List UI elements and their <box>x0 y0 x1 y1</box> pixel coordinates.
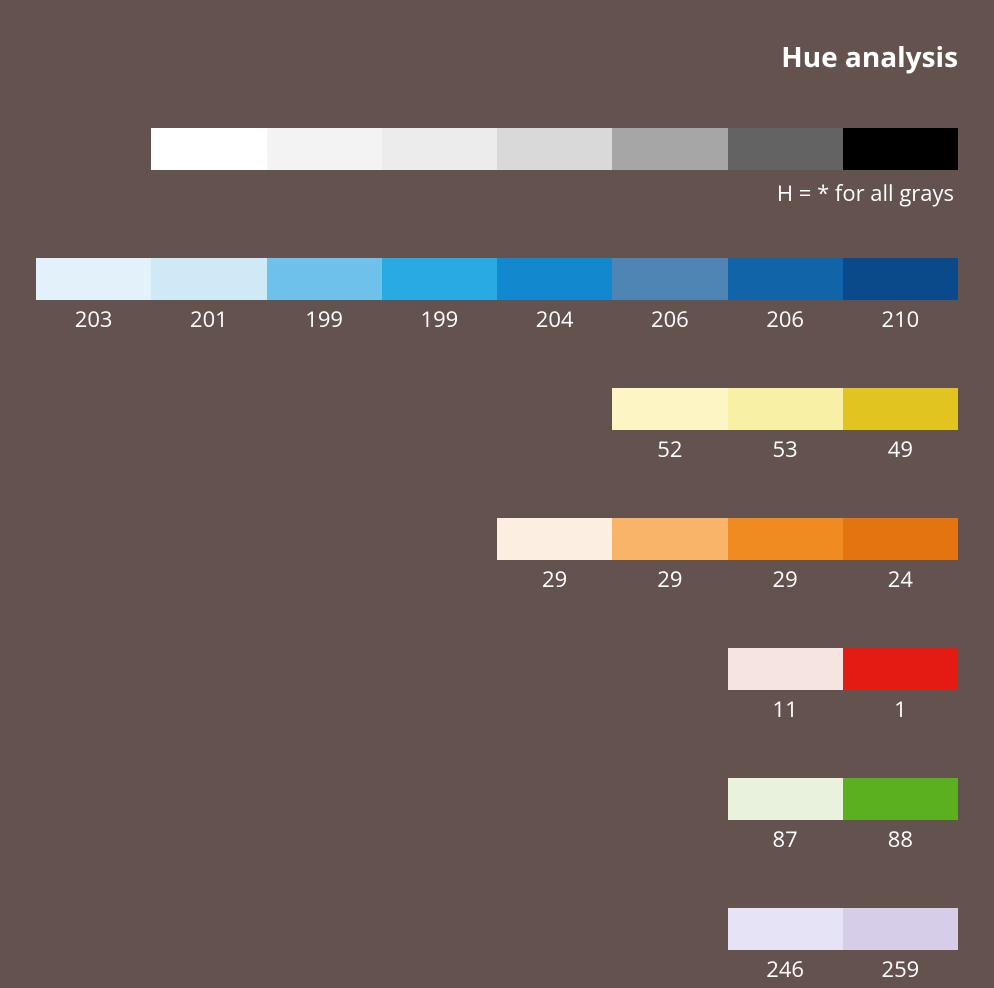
label-orange-0: 29 <box>497 564 612 594</box>
swatch-blue-5 <box>612 258 727 300</box>
grays-caption-text: H = * for all grays <box>36 174 958 208</box>
swatch-blue-2 <box>267 258 382 300</box>
swatch-gray-2 <box>382 128 497 170</box>
row-yellows-swatches <box>36 388 958 430</box>
swatch-purple-0 <box>728 908 843 950</box>
row-oranges-swatches <box>36 518 958 560</box>
swatch-yellow-2 <box>843 388 958 430</box>
swatch-gray-6 <box>843 128 958 170</box>
swatch-red-0 <box>728 648 843 690</box>
label-red-0: 11 <box>728 694 843 724</box>
swatch-orange-0 <box>497 518 612 560</box>
row-reds-labels: 11 1 <box>36 690 958 720</box>
label-purple-0: 246 <box>728 954 843 984</box>
label-blue-2: 199 <box>267 304 382 334</box>
swatch-green-1 <box>843 778 958 820</box>
row-purples-swatches <box>36 908 958 950</box>
swatch-gray-5 <box>728 128 843 170</box>
label-green-1: 88 <box>843 824 958 854</box>
row-blues-swatches <box>36 258 958 300</box>
swatch-blue-7 <box>843 258 958 300</box>
label-blue-4: 204 <box>497 304 612 334</box>
swatch-yellow-0 <box>612 388 727 430</box>
row-grays-swatches <box>36 128 958 170</box>
label-blue-7: 210 <box>843 304 958 334</box>
page-title: Hue analysis <box>781 38 958 76</box>
label-purple-1: 259 <box>843 954 958 984</box>
label-yellow-2: 49 <box>843 434 958 464</box>
label-green-0: 87 <box>728 824 843 854</box>
row-grays-caption: H = * for all grays <box>36 170 958 200</box>
row-purples-labels: 246 259 <box>36 950 958 988</box>
label-blue-1: 201 <box>151 304 266 334</box>
label-orange-3: 24 <box>843 564 958 594</box>
swatch-gray-4 <box>612 128 727 170</box>
row-oranges-labels: 29 29 29 24 <box>36 560 958 590</box>
swatch-gray-0 <box>151 128 266 170</box>
row-reds-swatches <box>36 648 958 690</box>
swatch-yellow-1 <box>728 388 843 430</box>
swatch-blue-1 <box>151 258 266 300</box>
label-red-1: 1 <box>843 694 958 724</box>
swatch-orange-3 <box>843 518 958 560</box>
swatch-orange-2 <box>728 518 843 560</box>
row-greens-labels: 87 88 <box>36 820 958 850</box>
swatch-green-0 <box>728 778 843 820</box>
label-yellow-0: 52 <box>612 434 727 464</box>
label-orange-1: 29 <box>612 564 727 594</box>
swatch-red-1 <box>843 648 958 690</box>
swatch-blue-6 <box>728 258 843 300</box>
label-blue-5: 206 <box>612 304 727 334</box>
label-yellow-1: 53 <box>728 434 843 464</box>
label-orange-2: 29 <box>728 564 843 594</box>
swatch-gray-1 <box>267 128 382 170</box>
row-blues-labels: 203 201 199 199 204 206 206 210 <box>36 300 958 330</box>
label-blue-3: 199 <box>382 304 497 334</box>
swatch-gray-3 <box>497 128 612 170</box>
swatch-orange-1 <box>612 518 727 560</box>
row-greens-swatches <box>36 778 958 820</box>
swatch-blue-4 <box>497 258 612 300</box>
label-blue-0: 203 <box>36 304 151 334</box>
swatch-purple-1 <box>843 908 958 950</box>
label-blue-6: 206 <box>728 304 843 334</box>
swatch-blue-3 <box>382 258 497 300</box>
swatch-blue-0 <box>36 258 151 300</box>
row-yellows-labels: 52 53 49 <box>36 430 958 460</box>
